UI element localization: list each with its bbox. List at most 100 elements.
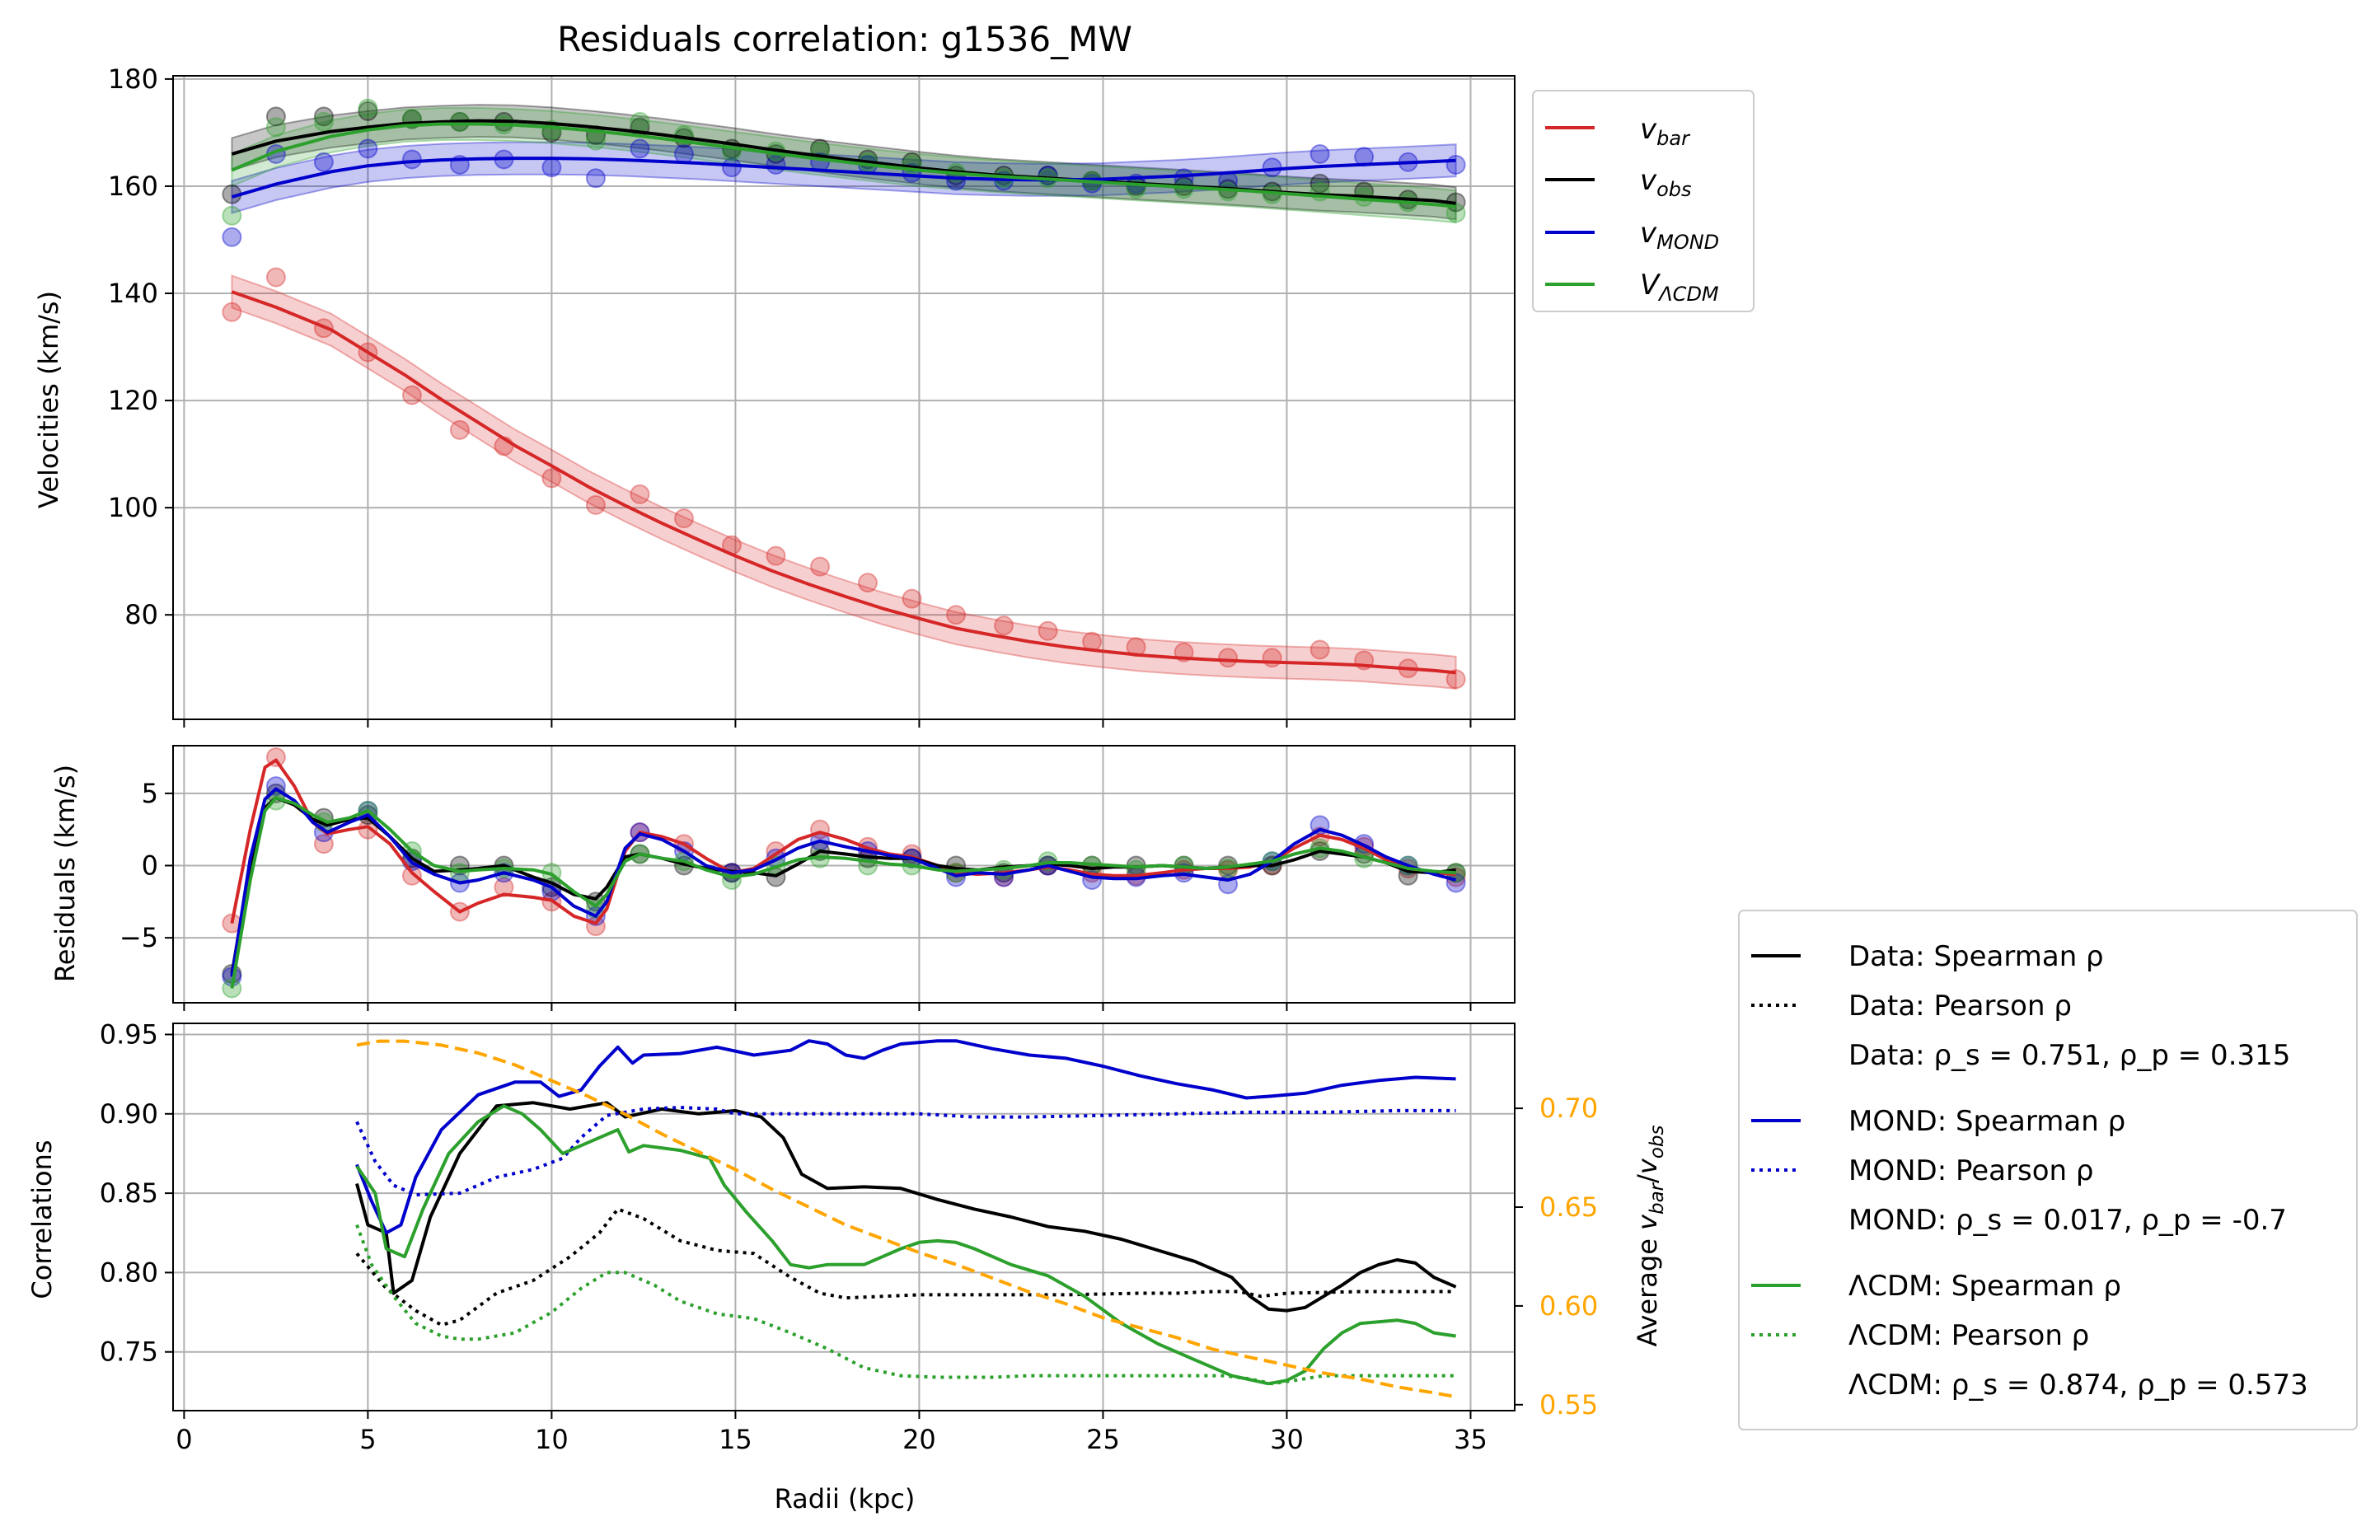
y2-tick-label: 0.65 — [1539, 1191, 1598, 1223]
legend-stats-data: Data: ρ_s = 0.751, ρ_p = 0.315 — [1848, 1039, 2290, 1072]
point-mond — [1309, 143, 1330, 164]
line-mond_p — [355, 1106, 1456, 1196]
y-tick-label: 0.75 — [100, 1336, 158, 1368]
point-mond — [1445, 154, 1466, 175]
legend-label-v-obs: vobs — [1640, 164, 1692, 201]
x-tick-label: 10 — [535, 1424, 569, 1455]
bot-y-axis-label: Correlations — [26, 1140, 58, 1299]
point-lcdm — [630, 111, 650, 132]
point-bar — [946, 605, 967, 625]
legend-label-mond-spearman: MOND: Spearman ρ — [1848, 1105, 2125, 1138]
residuals-panel: −5 0 5 — [119, 745, 1516, 1011]
line-mond_s — [355, 1039, 1456, 1235]
point-bar — [265, 267, 286, 288]
point-lcdm — [222, 205, 242, 226]
y-tick-label: −5 — [119, 922, 158, 953]
line-lcdm — [230, 796, 1456, 989]
line-ratio — [356, 1039, 1456, 1399]
y-tick-label: 180 — [108, 63, 158, 95]
point-bar — [1218, 648, 1239, 668]
point-bar — [401, 385, 422, 405]
point-mond — [721, 157, 742, 178]
line-mond — [231, 157, 1456, 199]
point-bar — [1309, 639, 1330, 660]
x-tick-label: 15 — [719, 1424, 752, 1455]
legend-label-data-spearman: Data: Spearman ρ — [1848, 940, 2104, 973]
point-bar — [401, 865, 422, 886]
velocity-panel: 80 100 120 140 160 180 — [108, 63, 1516, 728]
y2-tick-label: 0.70 — [1539, 1093, 1598, 1124]
line-mond — [230, 787, 1457, 977]
axes-frame — [172, 75, 1516, 720]
y-tick-label: 100 — [108, 492, 158, 523]
point-bar — [313, 834, 334, 854]
legend-label-v-mond: vMOND — [1640, 217, 1719, 254]
band-lcdm — [231, 107, 1457, 224]
y-tick-label: 5 — [142, 778, 158, 809]
point-obs — [1309, 173, 1330, 194]
legend-stats-lcdm: ΛCDM: ρ_s = 0.874, ρ_p = 0.573 — [1848, 1369, 2308, 1402]
point-bar — [541, 468, 562, 489]
line-lcdm_s — [355, 1104, 1456, 1386]
legend-label-lcdm-spearman: ΛCDM: Spearman ρ — [1848, 1270, 2121, 1303]
point-bar — [673, 508, 694, 529]
point-obs — [313, 106, 334, 127]
y-tick-label: 140 — [108, 278, 158, 309]
y-tick-label: 80 — [124, 599, 158, 630]
point-bar — [994, 616, 1014, 636]
point-mond — [313, 152, 334, 172]
x-tick-label: 25 — [1086, 1424, 1120, 1455]
y2-tick-label: 0.55 — [1539, 1389, 1598, 1421]
x-axis-label: Radii (kpc) — [775, 1483, 916, 1514]
point-bar — [494, 877, 514, 897]
point-bar — [1262, 648, 1282, 668]
point-lcdm — [1445, 203, 1466, 223]
x-tick-label: 0 — [176, 1424, 192, 1455]
band-bar — [231, 274, 1457, 690]
mid-y-axis-label: Residuals (km/s) — [49, 765, 81, 982]
point-mond — [630, 138, 650, 159]
point-bar — [810, 556, 831, 577]
legend-stats-mond: MOND: ρ_s = 0.017, ρ_p = -0.7 — [1848, 1204, 2287, 1237]
chart-title: Residuals correlation: g1536_MW — [557, 19, 1132, 59]
y-tick-label: 0 — [142, 850, 158, 881]
point-bar — [449, 419, 470, 440]
point-mond — [222, 227, 242, 247]
point-bar — [585, 494, 606, 515]
point-obs — [358, 101, 378, 121]
point-lcdm — [313, 111, 334, 132]
point-bar — [1038, 620, 1058, 641]
velocity-legend: vbar vobs vMOND VΛCDM — [1532, 90, 1755, 312]
line-lcdm — [231, 122, 1456, 208]
x-tick-label: 20 — [902, 1424, 936, 1455]
point-bar — [902, 588, 922, 609]
y-tick-label: 0.80 — [100, 1257, 158, 1288]
point-mond — [585, 168, 606, 189]
y-tick-label: 120 — [108, 385, 158, 416]
y-tick-label: 0.85 — [100, 1177, 158, 1209]
point-bar — [1445, 669, 1466, 690]
point-bar — [766, 545, 786, 566]
right-y-axis-label: Average vbar/vobs — [1632, 1125, 1668, 1346]
point-mond — [401, 149, 422, 170]
x-tick-label: 30 — [1270, 1424, 1304, 1455]
axes-frame — [172, 1023, 1516, 1411]
x-tick-label: 35 — [1454, 1424, 1488, 1455]
point-mond — [673, 143, 694, 164]
legend-label-mond-pearson: MOND: Pearson ρ — [1848, 1154, 2093, 1187]
point-bar — [222, 302, 242, 322]
legend-label-v-lcdm: VΛCDM — [1640, 269, 1719, 306]
legend-label-data-pearson: Data: Pearson ρ — [1848, 990, 2072, 1023]
point-obs — [265, 106, 286, 127]
x-tick-label: 5 — [359, 1424, 376, 1455]
axes-frame — [172, 745, 1516, 1004]
y-tick-label: 160 — [108, 171, 158, 202]
correlations-panel: 0 5 10 15 20 25 30 35 0.75 0.80 0.85 0.90 0.95 0.55 0.… — [100, 1018, 1599, 1455]
point-lcdm — [585, 130, 606, 151]
legend-label-lcdm-pearson: ΛCDM: Pearson ρ — [1848, 1319, 2089, 1352]
point-lcdm — [358, 98, 378, 119]
point-lcdm — [265, 117, 286, 138]
point-mond — [541, 157, 562, 178]
y-tick-label: 0.90 — [100, 1098, 158, 1130]
